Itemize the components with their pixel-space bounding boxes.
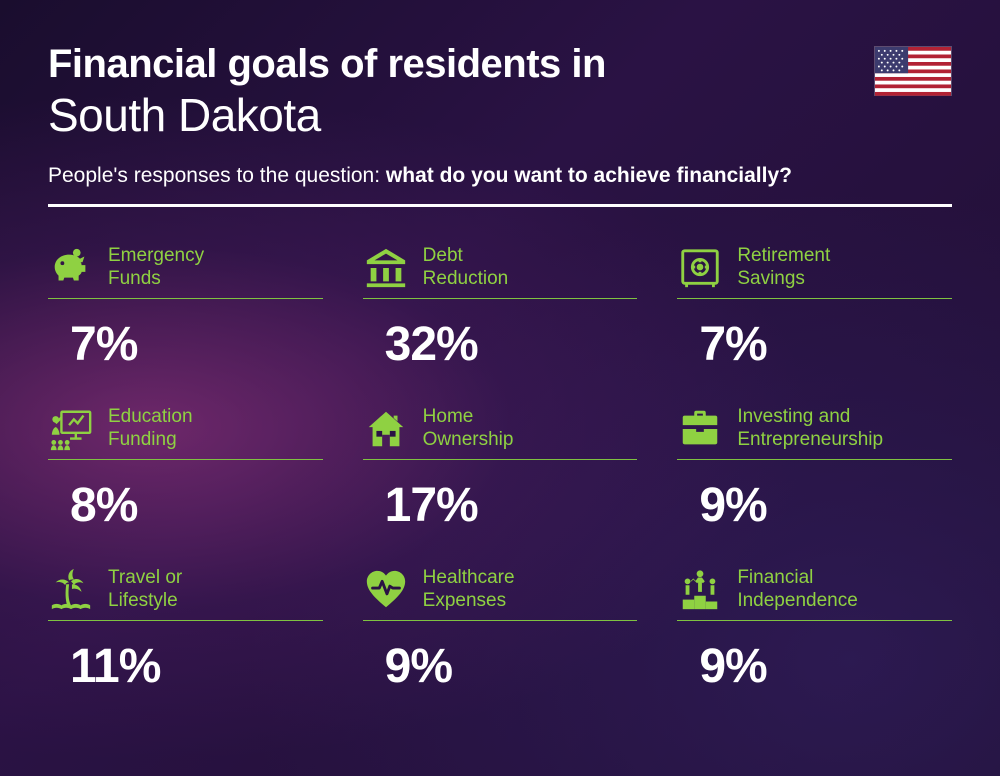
stat-travel-lifestyle: Travel orLifestyle 11% (48, 565, 323, 694)
stat-label: RetirementSavings (737, 245, 830, 291)
stat-label: HomeOwnership (423, 406, 514, 452)
subtitle-bold: what do you want to achieve financially? (386, 164, 792, 187)
header: Financial goals of residents in South Da… (48, 42, 952, 207)
title-line1: Financial goals of residents in (48, 42, 952, 86)
stats-grid: EmergencyFunds 7% DebtReduction 32% Reti… (48, 243, 952, 694)
stat-percent: 8% (70, 478, 323, 533)
stat-label: EducationFunding (108, 406, 193, 452)
stat-head: HealthcareExpenses (363, 565, 638, 621)
stat-percent: 11% (70, 639, 323, 694)
safe-icon (677, 245, 723, 291)
stat-label: DebtReduction (423, 245, 509, 291)
stat-label: Investing andEntrepreneurship (737, 406, 883, 452)
subtitle-prefix: People's responses to the question: (48, 164, 386, 187)
stat-head: Investing andEntrepreneurship (677, 404, 952, 460)
stat-percent: 9% (385, 639, 638, 694)
briefcase-icon (677, 406, 723, 452)
stat-home-ownership: HomeOwnership 17% (363, 404, 638, 533)
presentation-icon (48, 406, 94, 452)
stat-label: EmergencyFunds (108, 245, 204, 291)
stat-education-funding: EducationFunding 8% (48, 404, 323, 533)
stat-percent: 7% (70, 317, 323, 372)
house-icon (363, 406, 409, 452)
stat-label: HealthcareExpenses (423, 567, 515, 613)
stat-head: DebtReduction (363, 243, 638, 299)
podium-icon (677, 567, 723, 613)
stat-investing-entrepreneurship: Investing andEntrepreneurship 9% (677, 404, 952, 533)
stat-debt-reduction: DebtReduction 32% (363, 243, 638, 372)
flag-usa-icon (874, 46, 952, 96)
stat-percent: 7% (699, 317, 952, 372)
subtitle: People's responses to the question: what… (48, 164, 952, 188)
bank-icon (363, 245, 409, 291)
stat-financial-independence: FinancialIndependence 9% (677, 565, 952, 694)
palm-icon (48, 567, 94, 613)
stat-label: Travel orLifestyle (108, 567, 182, 613)
stat-head: Travel orLifestyle (48, 565, 323, 621)
heart-pulse-icon (363, 567, 409, 613)
stat-retirement-savings: RetirementSavings 7% (677, 243, 952, 372)
stat-emergency-funds: EmergencyFunds 7% (48, 243, 323, 372)
stat-percent: 9% (699, 478, 952, 533)
stat-head: RetirementSavings (677, 243, 952, 299)
stat-head: HomeOwnership (363, 404, 638, 460)
stat-percent: 32% (385, 317, 638, 372)
stat-percent: 17% (385, 478, 638, 533)
piggy-bank-icon (48, 245, 94, 291)
stat-head: EducationFunding (48, 404, 323, 460)
stat-label: FinancialIndependence (737, 567, 857, 613)
stat-percent: 9% (699, 639, 952, 694)
stat-head: EmergencyFunds (48, 243, 323, 299)
stat-healthcare-expenses: HealthcareExpenses 9% (363, 565, 638, 694)
stat-head: FinancialIndependence (677, 565, 952, 621)
title-line2: South Dakota (48, 88, 952, 142)
header-divider (48, 204, 952, 207)
